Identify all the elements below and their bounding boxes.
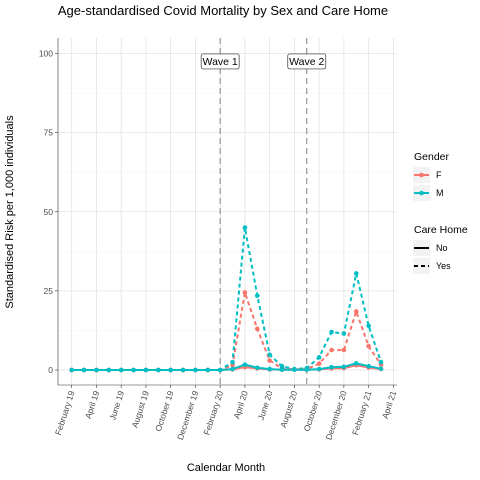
x-tick-label: December 19 xyxy=(175,389,200,441)
data-point-m-no xyxy=(316,366,322,372)
x-tick-label: April 19 xyxy=(83,389,102,420)
data-point-m-yes xyxy=(267,352,272,358)
data-point-f-yes xyxy=(366,343,371,349)
data-point-m-no xyxy=(254,365,260,371)
data-point-m-yes xyxy=(378,359,384,365)
x-tick-label: February 19 xyxy=(53,389,77,436)
data-point-m-no xyxy=(267,366,272,372)
data-point-m-no xyxy=(81,367,87,373)
data-point-m-no xyxy=(118,367,124,373)
y-tick-label: 0 xyxy=(48,365,53,375)
series-line-m-yes xyxy=(71,226,382,371)
data-point-f-yes xyxy=(242,290,248,295)
data-point-f-yes xyxy=(267,358,272,363)
data-point-m-no xyxy=(193,367,198,373)
data-point-m-no xyxy=(205,367,211,373)
wave-label: Wave 2 xyxy=(289,56,324,68)
data-point-m-no xyxy=(353,361,359,366)
data-point-m-no xyxy=(131,367,136,373)
data-point-m-no xyxy=(329,364,334,370)
y-axis-title: Standardised Risk per 1,000 individuals xyxy=(4,115,16,309)
data-point-m-no xyxy=(304,367,310,372)
data-point-m-no xyxy=(242,362,248,367)
chart-title: Age-standardised Covid Mortality by Sex … xyxy=(58,3,388,18)
data-point-m-no xyxy=(180,367,186,373)
data-point-m-no xyxy=(366,363,371,369)
x-tick-label: February 20 xyxy=(201,389,225,436)
wave-label-box xyxy=(287,53,327,70)
data-point-m-yes xyxy=(242,225,248,230)
data-point-m-no xyxy=(94,367,99,373)
data-point-m-no xyxy=(69,367,74,373)
data-point-m-yes xyxy=(230,359,235,365)
y-tick-label: 100 xyxy=(39,49,53,59)
x-tick-label: April 21 xyxy=(380,389,399,420)
y-tick-label: 75 xyxy=(44,128,54,138)
data-point-m-yes xyxy=(316,355,322,360)
data-point-m-no xyxy=(378,366,384,372)
data-point-m-no xyxy=(168,367,173,373)
data-point-m-yes xyxy=(366,323,371,328)
data-point-f-yes xyxy=(254,326,260,332)
legend-gender-label-f: F xyxy=(436,170,442,180)
y-tick-label: 25 xyxy=(44,286,54,296)
data-point-f-yes xyxy=(316,361,322,366)
data-point-m-yes xyxy=(329,329,334,335)
data-point-f-yes xyxy=(230,362,235,368)
x-tick-label: June 19 xyxy=(107,389,126,421)
legend-care-label-yes: Yes xyxy=(436,261,451,271)
data-point-m-no xyxy=(279,367,285,372)
x-tick-label: August 19 xyxy=(129,389,150,429)
data-point-m-no xyxy=(292,367,297,372)
legend-key-point xyxy=(419,172,424,178)
x-tick-label: February 21 xyxy=(350,389,374,436)
wave-label-box xyxy=(200,53,240,70)
data-point-m-yes xyxy=(341,331,347,336)
data-point-m-yes xyxy=(353,271,359,276)
data-point-m-no xyxy=(106,367,112,373)
data-point-f-yes xyxy=(329,347,334,353)
data-point-m-no xyxy=(143,367,149,373)
data-point-m-no xyxy=(341,364,347,370)
series-line-f-yes xyxy=(71,291,382,371)
data-point-f-yes xyxy=(353,309,359,314)
y-tick-label: 50 xyxy=(44,207,54,217)
data-point-m-yes xyxy=(254,293,260,298)
legend: Gender F M Care Home No Yes xyxy=(413,151,468,274)
legend-key-point xyxy=(419,190,424,196)
legend-care-label-no: No xyxy=(436,243,448,253)
x-tick-label: April 20 xyxy=(231,389,250,420)
legend-gender-title: Gender xyxy=(414,151,450,163)
x-tick-label: October 19 xyxy=(153,389,176,432)
x-tick-label: December 20 xyxy=(324,389,349,441)
x-tick-label: August 20 xyxy=(278,389,299,429)
wave-label: Wave 1 xyxy=(203,56,238,68)
data-point-f-yes xyxy=(341,347,347,353)
x-tick-label: June 20 xyxy=(256,389,275,421)
x-axis-title: Calendar Month xyxy=(187,462,265,474)
x-tick-label: October 20 xyxy=(302,389,325,432)
data-point-m-yes xyxy=(279,363,285,369)
data-point-m-no xyxy=(230,366,235,372)
legend-gender-label-m: M xyxy=(436,188,444,198)
data-point-m-no xyxy=(217,367,223,373)
legend-care-title: Care Home xyxy=(414,224,468,236)
data-point-m-no xyxy=(156,367,161,373)
